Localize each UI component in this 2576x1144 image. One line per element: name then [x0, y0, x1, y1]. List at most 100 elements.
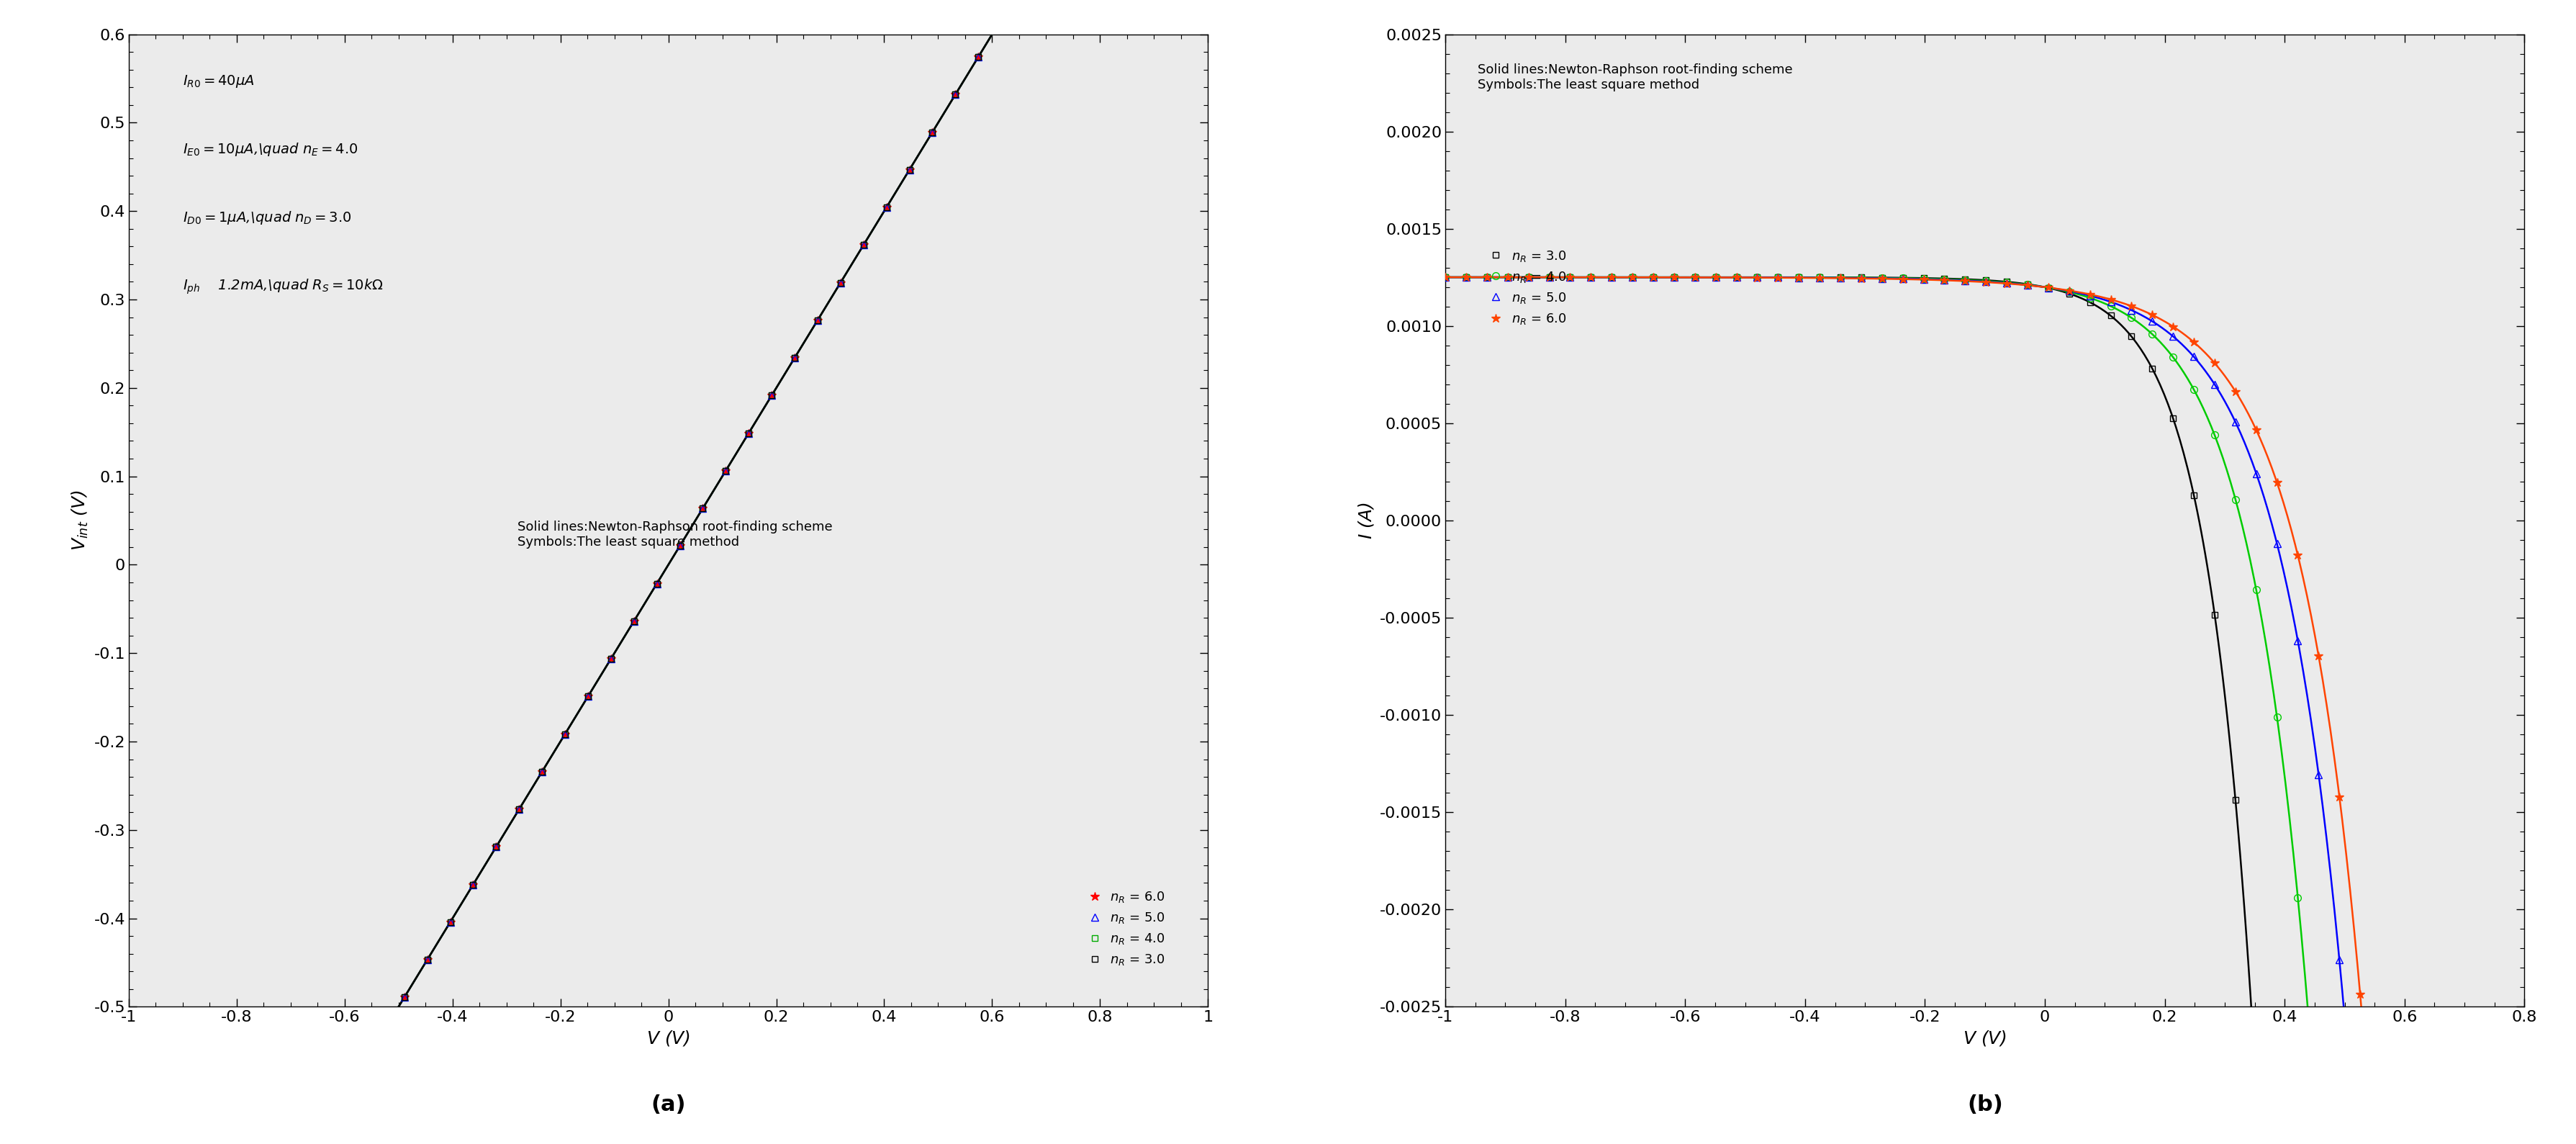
$n_R$ = 3.0 — [1471, 270, 1502, 284]
$n_R$ = 6.0 — [2200, 356, 2231, 370]
$n_R$ = 6.0 — [2012, 278, 2043, 292]
$n_R$ = 4.0 — [412, 953, 443, 967]
Text: Solid lines:Newton-Raphson root-finding scheme
Symbols:The least square method: Solid lines:Newton-Raphson root-finding … — [1479, 63, 1793, 92]
$n_R$ = 5.0 — [1868, 271, 1899, 285]
$n_R$ = 5.0 — [987, 13, 1018, 26]
$n_R$ = 6.0 — [1471, 270, 1502, 284]
$n_R$ = 4.0 — [482, 840, 513, 853]
$n_R$ = 6.0 — [2179, 335, 2210, 349]
$n_R$ = 5.0 — [1638, 270, 1669, 284]
$n_R$ = 5.0 — [1492, 270, 1522, 284]
$n_R$ = 3.0 — [917, 125, 948, 138]
$n_R$ = 5.0 — [505, 802, 536, 816]
$n_R$ = 6.0 — [940, 88, 971, 102]
$n_R$ = 5.0 — [343, 1066, 374, 1080]
$n_R$ = 4.0 — [526, 764, 556, 778]
$n_R$ = 5.0 — [824, 276, 855, 289]
$n_R$ = 4.0 — [1847, 271, 1878, 285]
$n_R$ = 3.0 — [1597, 270, 1628, 284]
$n_R$ = 4.0 — [389, 991, 420, 1004]
$n_R$ = 5.0 — [641, 577, 672, 590]
Y-axis label: $I$ (A): $I$ (A) — [1358, 502, 1376, 539]
$n_R$ = 6.0 — [1533, 270, 1564, 284]
$n_R$ = 6.0 — [2094, 293, 2125, 307]
$n_R$ = 5.0 — [734, 427, 765, 440]
$n_R$ = 6.0 — [2241, 423, 2272, 437]
$n_R$ = 4.0 — [1741, 270, 1772, 284]
$n_R$ = 5.0 — [2221, 415, 2251, 429]
$n_R$ = 4.0 — [1721, 270, 1752, 284]
$n_R$ = 3.0 — [757, 389, 788, 403]
$n_R$ = 5.0 — [940, 88, 971, 102]
$n_R$ = 6.0 — [1971, 276, 2002, 289]
$n_R$ = 5.0 — [2200, 378, 2231, 391]
Text: $I_{R0}=40\mu A$: $I_{R0}=40\mu A$ — [183, 73, 255, 89]
$n_R$ = 5.0 — [2179, 350, 2210, 364]
$n_R$ = 4.0 — [1824, 271, 1855, 285]
$n_R$ = 6.0 — [2344, 987, 2375, 1001]
$n_R$ = 6.0 — [1741, 271, 1772, 285]
$n_R$ = 4.0 — [1700, 270, 1731, 284]
Line: $n_R$ = 4.0: $n_R$ = 4.0 — [126, 0, 1211, 1144]
$n_R$ = 5.0 — [871, 200, 902, 214]
$n_R$ = 3.0 — [389, 991, 420, 1004]
$n_R$ = 3.0 — [1847, 271, 1878, 285]
$n_R$ = 4.0 — [2241, 583, 2272, 597]
$n_R$ = 3.0 — [1868, 271, 1899, 285]
$n_R$ = 4.0 — [2094, 300, 2125, 313]
$n_R$ = 4.0 — [940, 88, 971, 102]
$n_R$ = 6.0 — [2303, 649, 2334, 662]
$n_R$ = 5.0 — [2282, 634, 2313, 648]
$n_R$ = 4.0 — [2282, 890, 2313, 904]
$n_R$ = 4.0 — [549, 728, 580, 741]
$n_R$ = 5.0 — [1471, 270, 1502, 284]
$n_R$ = 6.0 — [2262, 476, 2293, 490]
$n_R$ = 5.0 — [389, 991, 420, 1004]
$n_R$ = 3.0 — [1700, 270, 1731, 284]
$n_R$ = 5.0 — [1929, 273, 1960, 287]
$n_R$ = 6.0 — [2282, 548, 2313, 562]
$n_R$ = 5.0 — [1909, 272, 1940, 286]
$n_R$ = 5.0 — [1888, 272, 1919, 286]
$n_R$ = 5.0 — [1991, 276, 2022, 289]
$n_R$ = 4.0 — [2159, 350, 2190, 364]
$n_R$ = 5.0 — [435, 915, 466, 929]
$n_R$ = 3.0 — [1577, 270, 1607, 284]
$n_R$ = 4.0 — [871, 200, 902, 214]
$n_R$ = 5.0 — [319, 1103, 350, 1117]
$n_R$ = 4.0 — [711, 463, 742, 477]
$n_R$ = 5.0 — [296, 1141, 327, 1144]
$n_R$ = 4.0 — [987, 13, 1018, 26]
$n_R$ = 6.0 — [2053, 284, 2084, 297]
$n_R$ = 3.0 — [1638, 270, 1669, 284]
Line: $n_R$ = 4.0: $n_R$ = 4.0 — [1443, 273, 2427, 1144]
$n_R$ = 4.0 — [2074, 291, 2105, 304]
$n_R$ = 3.0 — [940, 88, 971, 102]
$n_R$ = 5.0 — [1533, 270, 1564, 284]
$n_R$ = 6.0 — [688, 501, 719, 515]
$n_R$ = 4.0 — [2179, 383, 2210, 397]
$n_R$ = 4.0 — [757, 389, 788, 403]
$n_R$ = 5.0 — [665, 539, 696, 553]
$n_R$ = 3.0 — [482, 840, 513, 853]
$n_R$ = 6.0 — [1492, 270, 1522, 284]
$n_R$ = 5.0 — [2032, 280, 2063, 294]
$n_R$ = 5.0 — [549, 728, 580, 741]
$n_R$ = 3.0 — [778, 351, 809, 365]
$n_R$ = 4.0 — [665, 539, 696, 553]
$n_R$ = 3.0 — [505, 802, 536, 816]
$n_R$ = 3.0 — [412, 953, 443, 967]
$n_R$ = 4.0 — [641, 577, 672, 590]
$n_R$ = 3.0 — [1430, 270, 1461, 284]
$n_R$ = 6.0 — [1430, 270, 1461, 284]
$n_R$ = 5.0 — [572, 690, 603, 704]
$n_R$ = 4.0 — [1868, 271, 1899, 285]
$n_R$ = 4.0 — [2138, 327, 2169, 341]
$n_R$ = 6.0 — [389, 991, 420, 1004]
$n_R$ = 5.0 — [459, 877, 489, 891]
$n_R$ = 5.0 — [412, 953, 443, 967]
$n_R$ = 5.0 — [1741, 271, 1772, 285]
$n_R$ = 6.0 — [2138, 308, 2169, 321]
$n_R$ = 3.0 — [1991, 275, 2022, 288]
$n_R$ = 6.0 — [1847, 271, 1878, 285]
